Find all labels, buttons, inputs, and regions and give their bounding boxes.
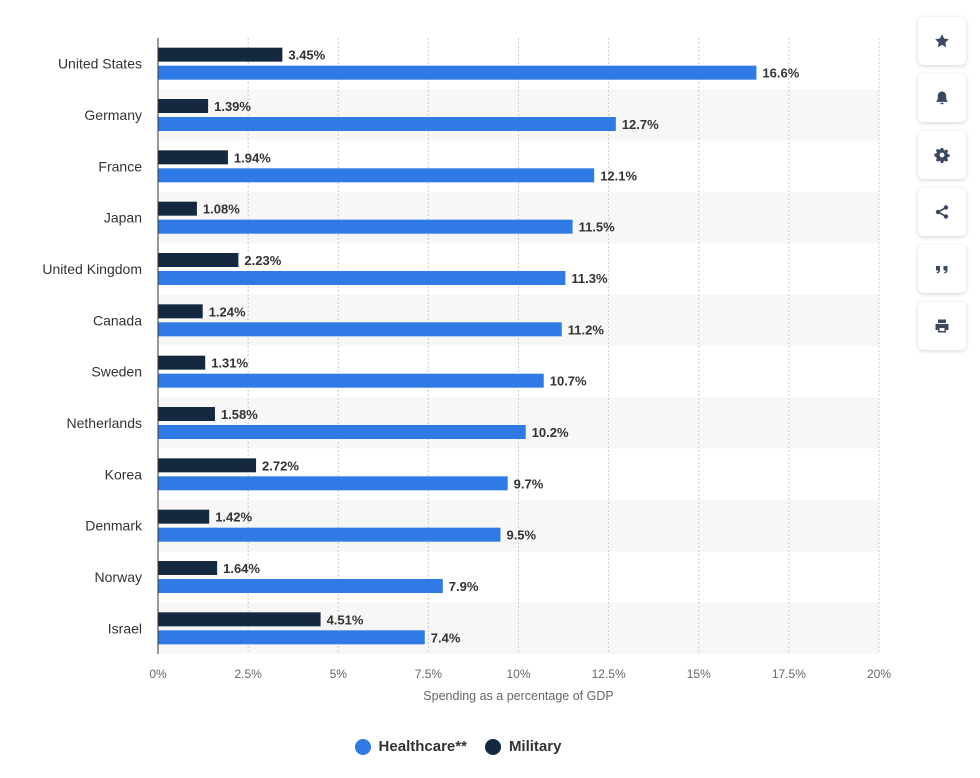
gear-icon — [934, 148, 950, 163]
print-button[interactable] — [918, 302, 966, 350]
x-tick-label: 17.5% — [772, 667, 806, 681]
data-label-military: 4.51% — [327, 612, 364, 627]
bar-healthcare[interactable] — [158, 219, 573, 234]
x-tick-label: 5% — [330, 667, 348, 681]
legend-marker-military — [484, 738, 501, 755]
bar-healthcare[interactable] — [158, 117, 616, 131]
bar-military[interactable] — [158, 253, 239, 267]
chart-toolbar — [918, 17, 966, 350]
bar-military[interactable] — [158, 304, 203, 319]
bar-military[interactable] — [158, 355, 206, 370]
cite-button[interactable] — [918, 245, 966, 293]
data-label-healthcare: 11.3% — [571, 271, 608, 286]
bar-healthcare[interactable] — [158, 271, 566, 285]
legend-marker-healthcare — [354, 738, 371, 755]
bar-military[interactable] — [158, 612, 321, 627]
legend: Healthcare** Military — [0, 738, 916, 755]
legend-item-healthcare[interactable]: Healthcare** — [354, 738, 467, 755]
legend-item-military[interactable]: Military — [484, 738, 562, 755]
x-axis-title: Spending as a percentage of GDP — [423, 689, 613, 703]
labels: 0% 2.5% 5% 7.5% 10% 12.5% 15% 17.5% 20% United St… — [42, 48, 891, 681]
star-icon — [935, 34, 949, 48]
category-label: United States — [58, 56, 142, 72]
data-label-healthcare: 10.2% — [532, 425, 569, 440]
x-tick-label: 2.5% — [234, 667, 262, 681]
category-label: Norway — [95, 569, 142, 585]
bars — [158, 47, 757, 645]
bar-healthcare[interactable] — [158, 476, 508, 491]
data-label-healthcare: 11.2% — [568, 322, 605, 337]
bar-military[interactable] — [158, 407, 215, 421]
print-icon — [935, 319, 949, 333]
bar-healthcare[interactable] — [158, 527, 501, 542]
bar-healthcare[interactable] — [158, 168, 595, 183]
data-label-healthcare: 9.7% — [514, 476, 544, 491]
grid-lines — [247, 38, 880, 654]
data-label-military: 1.24% — [209, 304, 246, 319]
share-icon — [935, 205, 949, 219]
quote-icon — [936, 266, 948, 274]
category-label: Korea — [105, 466, 143, 482]
data-label-healthcare: 10.7% — [550, 374, 587, 389]
bell-icon — [936, 91, 948, 105]
data-label-military: 1.31% — [211, 356, 248, 371]
category-label: Japan — [104, 210, 142, 226]
bar-military[interactable] — [158, 150, 228, 165]
category-label: Germany — [84, 107, 142, 123]
data-label-military: 2.23% — [244, 253, 281, 268]
legend-label-healthcare: Healthcare** — [378, 738, 467, 755]
data-label-military: 1.58% — [221, 407, 258, 422]
favorite-button[interactable] — [918, 17, 966, 65]
bar-healthcare[interactable] — [158, 425, 526, 439]
legend-label-military: Military — [508, 738, 562, 755]
x-tick-label: 10% — [506, 667, 530, 681]
bar-military[interactable] — [158, 509, 210, 524]
data-label-healthcare: 9.5% — [506, 528, 536, 543]
data-label-healthcare: 16.6% — [762, 66, 799, 81]
bar-military[interactable] — [158, 201, 197, 216]
x-tick-label: 20% — [867, 667, 891, 681]
data-label-military: 1.94% — [234, 150, 271, 165]
bar-military[interactable] — [158, 561, 218, 575]
bar-healthcare[interactable] — [158, 630, 425, 645]
share-button[interactable] — [918, 188, 966, 236]
data-label-military: 1.64% — [223, 561, 260, 576]
category-label: United Kingdom — [42, 261, 142, 277]
category-label: Sweden — [91, 364, 142, 380]
data-label-military: 1.42% — [215, 510, 252, 525]
bar-military[interactable] — [158, 99, 209, 113]
bar-healthcare[interactable] — [158, 322, 562, 337]
category-label: Netherlands — [67, 415, 143, 431]
x-tick-label: 0% — [149, 667, 167, 681]
bar-chart: 0% 2.5% 5% 7.5% 10% 12.5% 15% 17.5% 20% United St… — [42, 38, 891, 703]
category-label: Denmark — [85, 518, 143, 534]
bar-healthcare[interactable] — [158, 65, 757, 80]
x-tick-label: 7.5% — [415, 667, 443, 681]
bar-healthcare[interactable] — [158, 373, 544, 388]
category-label: Canada — [93, 312, 142, 328]
bar-military[interactable] — [158, 458, 257, 473]
data-label-healthcare: 11.5% — [579, 220, 616, 235]
data-label-military: 2.72% — [262, 458, 299, 473]
category-label: France — [98, 158, 142, 174]
category-label: Israel — [108, 620, 142, 636]
data-label-military: 3.45% — [288, 48, 325, 63]
settings-button[interactable] — [918, 131, 966, 179]
data-label-military: 1.08% — [203, 202, 240, 217]
data-label-healthcare: 12.7% — [622, 117, 659, 132]
data-label-healthcare: 12.1% — [600, 168, 637, 183]
bar-military[interactable] — [158, 47, 283, 62]
notification-button[interactable] — [918, 74, 966, 122]
bar-healthcare[interactable] — [158, 579, 443, 593]
data-label-military: 1.39% — [214, 99, 251, 114]
data-label-healthcare: 7.9% — [449, 579, 479, 594]
data-label-healthcare: 7.4% — [431, 630, 461, 645]
x-tick-label: 12.5% — [592, 667, 626, 681]
x-tick-label: 15% — [687, 667, 711, 681]
